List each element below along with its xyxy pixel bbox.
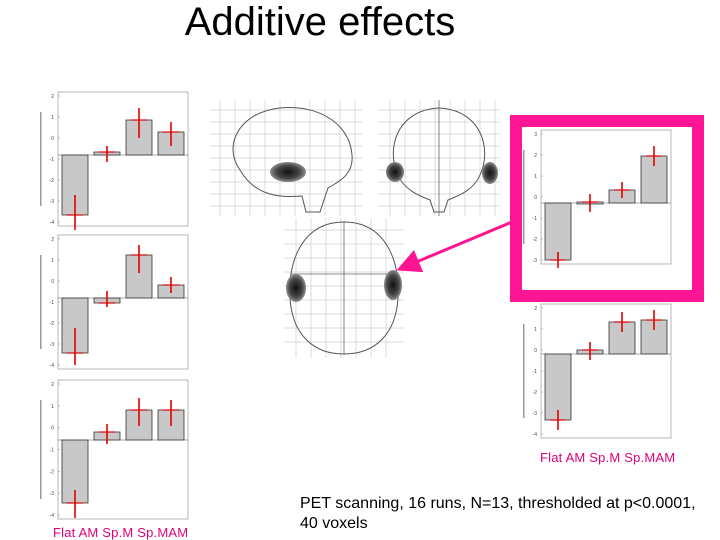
- y-tick-label: -4: [50, 363, 55, 369]
- y-tick-label: -2: [50, 321, 55, 327]
- y-tick-label: -3: [533, 258, 538, 264]
- y-tick-label: -2: [50, 178, 55, 184]
- y-tick-label: -3: [533, 411, 538, 417]
- y-tick-label: -3: [50, 342, 55, 348]
- caption-text: PET scanning, 16 runs, N=13, thresholded…: [300, 495, 696, 532]
- activation-blob: [386, 162, 404, 182]
- y-tick-label: 1: [534, 174, 537, 180]
- bar-plot-1: 2 1 0 -1 -2 -3 -4: [40, 91, 189, 230]
- condition-labels-right: Flat AM Sp.M Sp.MAM: [540, 450, 676, 465]
- highlight-frame: [510, 115, 704, 302]
- y-tick-label: -4: [50, 220, 55, 226]
- activation-blob: [286, 274, 306, 302]
- y-tick-label: -2: [50, 469, 55, 475]
- axial-brain-projection: [284, 218, 404, 358]
- y-tick-label: -1: [533, 216, 538, 222]
- bar: [544, 353, 572, 421]
- y-tick-label: 2: [51, 237, 54, 243]
- y-tick-label: 2: [534, 153, 537, 159]
- bar-plot-5: 2 1 0 -1 -2 -3 -4: [523, 303, 672, 439]
- y-tick-label: 1: [51, 115, 54, 121]
- y-tick-label: 0: [534, 195, 537, 201]
- left-top-plot: 2 1 0 -1 -2 -3 -4: [34, 90, 194, 230]
- y-tick-label: 1: [534, 327, 537, 333]
- y-tick-label: -3: [50, 491, 55, 497]
- activation-blob: [384, 270, 402, 300]
- y-tick-label: -3: [50, 199, 55, 205]
- bar-plot-4: 3 2 1 0 -1 -2 -3: [523, 129, 672, 268]
- y-tick-label: -1: [50, 448, 55, 454]
- y-tick-label: 2: [534, 306, 537, 312]
- y-tick-label: 2: [51, 94, 54, 100]
- y-tick-label: 2: [51, 382, 54, 388]
- condition-labels-left: Flat AM Sp.M Sp.MAM: [53, 525, 189, 540]
- y-tick-label: -2: [533, 390, 538, 396]
- slide-title: Additive effects: [184, 0, 456, 44]
- right-bottom-plot: 2 1 0 -1 -2 -3 -4: [517, 302, 677, 442]
- y-tick-label: 0: [51, 426, 54, 432]
- sagittal-brain-projection: [210, 100, 362, 216]
- activation-blob: [482, 162, 498, 184]
- y-tick-label: 0: [534, 348, 537, 354]
- left-bottom-plot: 2 1 0 -1 -2 -3 -4: [34, 378, 194, 523]
- y-tick-label: -4: [50, 513, 55, 519]
- y-tick-label: 3: [534, 132, 537, 138]
- y-tick-label: 1: [51, 258, 54, 264]
- left-middle-plot: 2 1 0 -1 -2 -3 -4: [34, 233, 194, 373]
- y-tick-label: -2: [533, 237, 538, 243]
- y-tick-label: -4: [533, 432, 538, 438]
- bar-plot-3: 2 1 0 -1 -2 -3 -4: [40, 379, 189, 520]
- y-tick-label: -1: [50, 157, 55, 163]
- activation-blob: [270, 162, 306, 182]
- bar-plot-2: 2 1 0 -1 -2 -3 -4: [40, 234, 189, 370]
- y-tick-label: 0: [51, 136, 54, 142]
- y-tick-label: -1: [533, 369, 538, 375]
- right-top-plot: 3 2 1 0 -1 -2 -3: [517, 128, 677, 268]
- coronal-brain-projection: [378, 100, 500, 216]
- y-tick-label: 1: [51, 404, 54, 410]
- y-tick-label: -1: [50, 300, 55, 306]
- y-tick-label: 0: [51, 279, 54, 285]
